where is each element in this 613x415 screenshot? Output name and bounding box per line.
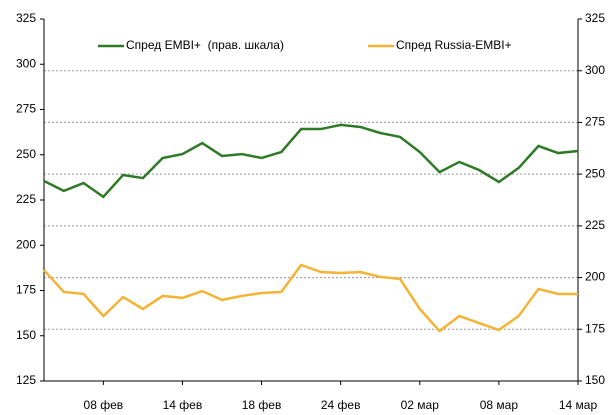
y2-tick-label: 225 — [585, 218, 605, 232]
y2-tick-label: 325 — [585, 11, 605, 25]
y2-tick-label: 175 — [585, 321, 605, 335]
y-tick-label: 275 — [16, 102, 36, 116]
x-tick-label: 24 фев — [321, 398, 361, 412]
y-tick-label: 150 — [16, 328, 36, 342]
x-tick-label: 02 мар — [401, 398, 440, 412]
y2-tick-label: 275 — [585, 115, 605, 129]
series-line — [43, 123, 579, 199]
y-tick-label: 250 — [16, 147, 36, 161]
y2-tick-label: 250 — [585, 166, 605, 180]
y2-tick-label: 150 — [585, 373, 605, 387]
y-tick-label: 225 — [16, 192, 36, 206]
x-tick-label: 08 мар — [480, 398, 519, 412]
y2-tick-label: 200 — [585, 270, 605, 284]
y-tick-label: 175 — [16, 283, 36, 297]
x-tick-label: 14 мар — [559, 398, 598, 412]
y-tick-label: 125 — [16, 373, 36, 387]
x-tick-label: 18 фев — [242, 398, 282, 412]
y-tick-label: 300 — [16, 56, 36, 70]
y-tick-label: 325 — [16, 11, 36, 25]
x-tick-label: 14 фев — [163, 398, 203, 412]
legend-label: Спред EMBI+ (прав. шкала) — [126, 38, 284, 52]
legend-label: Спред Russia-EMBI+ — [396, 38, 512, 52]
series-line — [43, 263, 578, 333]
y2-tick-label: 300 — [585, 63, 605, 77]
x-tick-label: 08 фев — [84, 398, 124, 412]
y-tick-label: 200 — [16, 237, 36, 251]
